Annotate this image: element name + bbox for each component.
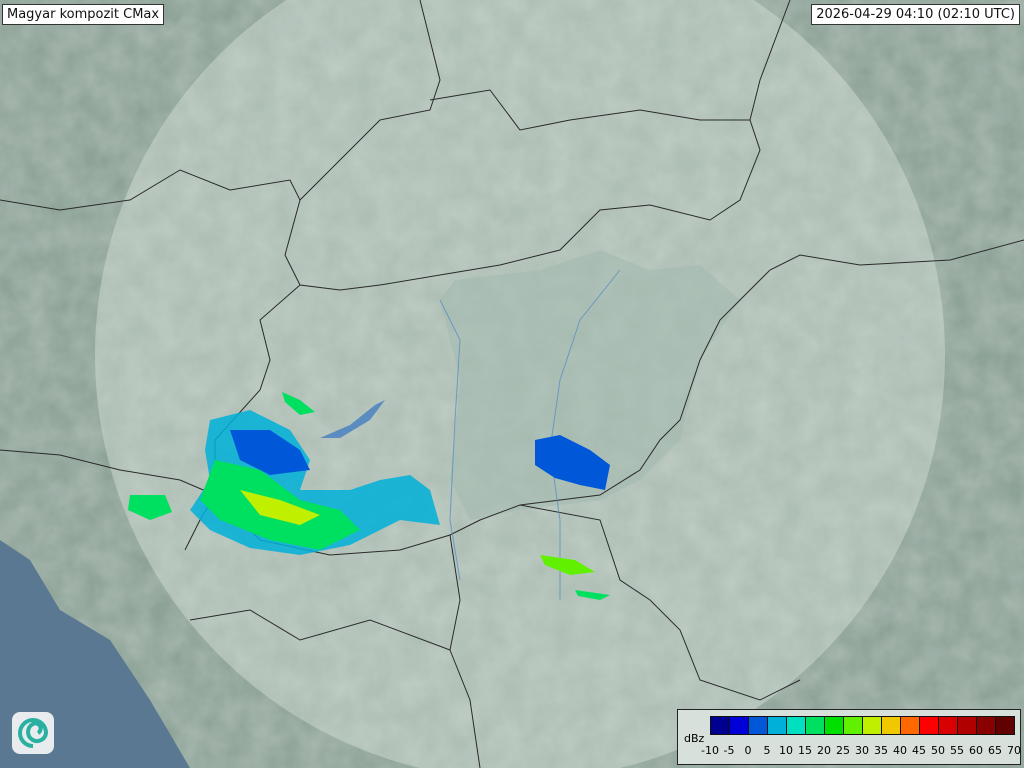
swirl-logo-icon [12,712,54,754]
legend-swatch [958,717,977,734]
legend-swatch [711,717,730,734]
legend-tick-label: -5 [723,744,735,757]
echo-far-west [128,495,172,520]
legend-swatch [749,717,768,734]
dbz-color-legend: dBz -10 -5 0 5 10 15 20 25 30 35 40 45 50 55 60 65 70 [677,709,1021,765]
legend-tick-label: -10 [701,744,719,757]
legend-tick-label: 20 [817,744,831,757]
legend-swatch [920,717,939,734]
legend-tick-label: 60 [969,744,983,757]
legend-swatch [787,717,806,734]
echo-east-cluster [535,435,610,490]
legend-swatch [901,717,920,734]
legend-tick-label: 65 [988,744,1002,757]
legend-swatch [730,717,749,734]
legend-swatch [768,717,787,734]
echo-west-north [230,430,310,475]
rivers [439,269,621,600]
legend-swatch [844,717,863,734]
legend-tick-label: 5 [763,744,771,757]
legend-tick-label: 40 [893,744,907,757]
timestamp: 2026-04-29 04:10 (02:10 UTC) [811,4,1020,25]
legend-swatch [882,717,901,734]
legend-tick-label: 0 [744,744,752,757]
legend-swatch [939,717,958,734]
legend-color-bar [710,716,1015,735]
legend-tick-label: 35 [874,744,888,757]
adriatic-sea [0,540,190,768]
legend-tick-label: 70 [1007,744,1021,757]
legend-tick-label: 50 [931,744,945,757]
lake-balaton [320,400,385,438]
legend-swatch [806,717,825,734]
great-plain [440,250,740,520]
legend-swatch [996,717,1014,734]
echo-south-small [575,590,610,600]
product-title: Magyar kompozit CMax [2,4,165,25]
legend-tick-label: 30 [855,744,869,757]
legend-tick-label: 10 [779,744,793,757]
legend-swatch [977,717,996,734]
legend-tick-label: 25 [836,744,850,757]
echo-west-peak [240,490,320,525]
legend-unit: dBz [684,732,705,745]
radar-echoes [128,392,610,600]
legend-tick-label: 45 [912,744,926,757]
legend-swatch [825,717,844,734]
legend-tick-label: 15 [798,744,812,757]
echo-small-north [282,392,315,415]
echo-south [540,555,595,575]
legend-swatch [863,717,882,734]
legend-tick-label: 55 [950,744,964,757]
